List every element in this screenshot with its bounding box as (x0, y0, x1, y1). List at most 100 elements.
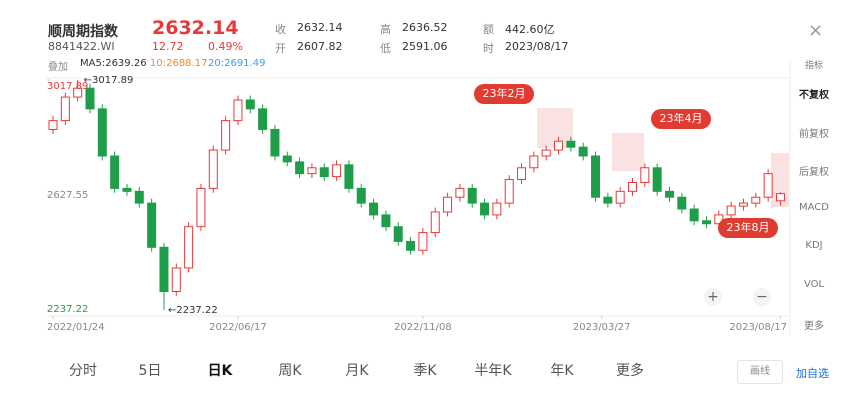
candle-body (529, 155, 539, 169)
sidebar-item[interactable]: 前复权 (799, 128, 829, 140)
field-value: 2632.14 (297, 21, 343, 34)
field-key: 收 (275, 23, 286, 36)
field-key: 时 (483, 42, 494, 55)
candle-body (245, 99, 255, 110)
callout-label: 23年8月 (727, 220, 770, 234)
zoom-in[interactable] (704, 288, 722, 306)
sidebar-item[interactable]: KDJ (805, 240, 823, 251)
field-key: 高 (380, 23, 391, 36)
candle-body (418, 232, 428, 251)
candle-body (640, 167, 650, 183)
candle-body (171, 267, 181, 293)
callout (474, 84, 534, 104)
callout (718, 218, 778, 238)
candle-body (492, 202, 502, 216)
x-tick-label: 2023/08/17 (729, 322, 787, 333)
candle-body (751, 196, 761, 204)
y-tick-label: 2237.22 (47, 304, 88, 315)
candle-body (122, 187, 132, 192)
ma10: 10:2688.17 (150, 58, 208, 69)
sidebar-item[interactable]: MACD (799, 201, 829, 213)
candle-body (319, 167, 329, 178)
candle-body (332, 164, 342, 178)
candle-body (406, 240, 416, 251)
candle-body (578, 146, 588, 157)
candle-body (603, 196, 613, 204)
candle-body (282, 155, 292, 163)
x-tick-label: 2022/11/08 (394, 322, 452, 333)
candle-body (652, 167, 662, 192)
candle-body (701, 220, 711, 225)
candle-body (208, 149, 218, 189)
index-code: 8841422.WI (48, 40, 115, 53)
candle-body (615, 190, 625, 204)
price: 2632.14 (152, 17, 239, 39)
field-value: 2591.06 (402, 40, 448, 53)
y-tick-label: 2627.55 (47, 190, 88, 201)
field-key: 额 (483, 23, 494, 36)
change-pct: 0.49% (208, 40, 243, 53)
candle-body (381, 214, 391, 228)
change: 12.72 (152, 40, 184, 53)
candle-body (159, 246, 169, 293)
tab[interactable]: 更多 (616, 363, 644, 379)
sidebar-item[interactable]: 不复权 (799, 90, 829, 101)
candle-body (356, 187, 366, 204)
candle-body (628, 181, 638, 192)
zoom-out[interactable] (753, 288, 771, 306)
field-key: 低 (380, 42, 391, 55)
candle-body (689, 208, 699, 222)
candle-body (554, 140, 564, 151)
tab[interactable]: 半年K (474, 363, 512, 379)
candle-body (85, 87, 95, 110)
overlay: 叠加 (48, 62, 68, 73)
candle-body (221, 120, 231, 151)
tab[interactable]: 5日 (138, 363, 162, 379)
candle-body (591, 155, 601, 198)
candle-body (258, 108, 268, 130)
sidebar-item[interactable]: 更多 (804, 321, 824, 332)
add-watchlist[interactable]: 加自选 (796, 367, 829, 380)
candle-body (393, 226, 403, 242)
draw-button[interactable]: 画线 (737, 360, 783, 384)
max-label: ←3017.89 (84, 75, 134, 86)
callout (651, 109, 711, 129)
candle-body (73, 87, 83, 98)
x-tick-label: 2022/06/17 (209, 322, 267, 333)
x-tick-label: 2022/01/24 (47, 322, 105, 333)
zoom-out-icon: − (756, 289, 768, 305)
sidebar-item[interactable]: 后复权 (799, 167, 829, 178)
sidebar-item: 指标 (804, 61, 823, 71)
field-key: 开 (275, 42, 286, 55)
tab[interactable]: 周K (278, 363, 302, 379)
x-tick-label: 2023/03/27 (573, 322, 631, 333)
candle-body (134, 190, 144, 204)
callout-label: 23年2月 (483, 86, 526, 100)
candle-body (714, 214, 724, 225)
field-value: 2023/08/17 (505, 40, 569, 53)
candle-body (504, 179, 514, 204)
tab[interactable]: 分时 (69, 363, 97, 379)
min-label: ←2237.22 (168, 305, 218, 316)
candle-body (233, 99, 243, 122)
candle-body (97, 108, 107, 157)
tab[interactable]: 季K (413, 363, 437, 379)
candle-body (566, 140, 576, 148)
candle-body (344, 164, 354, 189)
candle-body (110, 155, 120, 189)
tab[interactable]: 日K (207, 363, 233, 379)
tab[interactable]: 月K (345, 363, 369, 379)
candle-body (270, 128, 280, 157)
sidebar-item[interactable]: VOL (803, 278, 825, 290)
candle-body (295, 161, 305, 175)
candle-body (307, 167, 317, 175)
ma20: 20:2691.49 (208, 58, 266, 69)
candle-body (196, 187, 206, 228)
candle-body (467, 187, 477, 204)
tab[interactable]: 年K (550, 363, 574, 379)
close-button[interactable]: × (808, 20, 824, 41)
zoom-in-icon: + (707, 289, 719, 305)
candle-body (726, 205, 736, 216)
candle-body (775, 193, 785, 202)
